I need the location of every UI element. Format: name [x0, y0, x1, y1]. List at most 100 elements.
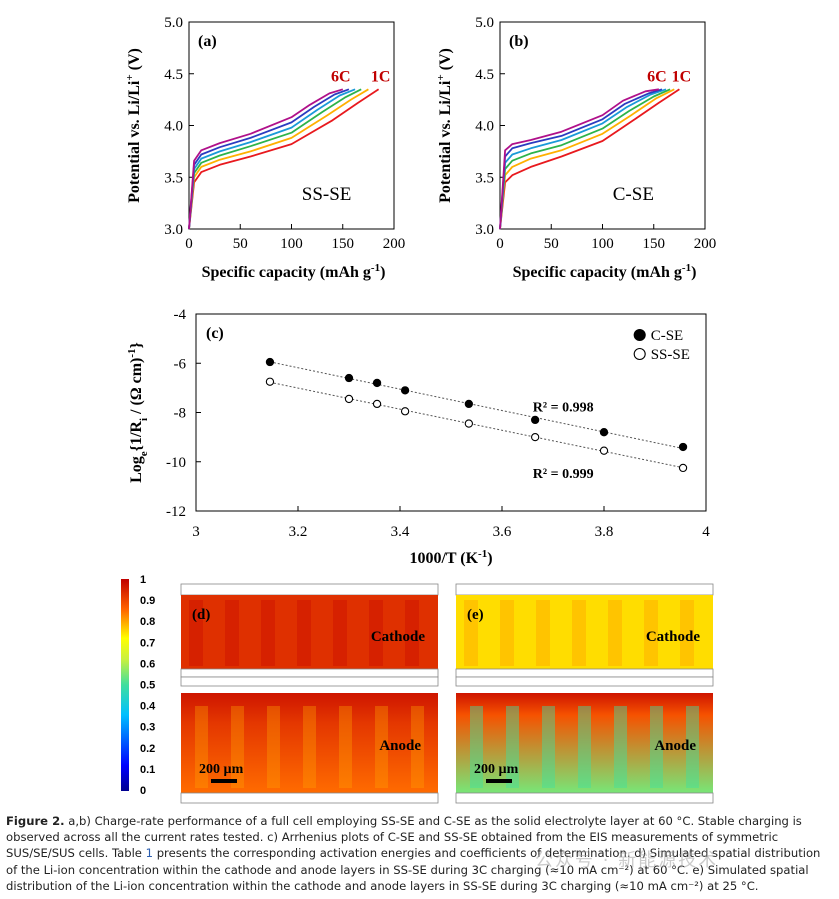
- x-tick-label: 0: [185, 236, 193, 252]
- y-axis-title: Loge{1/Ri / (Ω cm)-1}: [126, 342, 150, 483]
- current-collector-bottom: [455, 792, 714, 804]
- cathode-streak: [261, 600, 275, 666]
- panel-label: (c): [206, 325, 224, 342]
- colorbar-tick-label: 0.4: [140, 701, 156, 713]
- series-line-6C: [499, 88, 660, 230]
- series-line-1C: [499, 88, 680, 230]
- electrolyte-layer: [455, 676, 714, 687]
- r-squared-C-SE: R² = 0.998: [533, 400, 594, 415]
- cathode-streak: [680, 600, 694, 666]
- scalebar: [211, 779, 237, 783]
- panel-a-chart: 0 50 100 150 200 3.0 3.5 4.0 4.5 5.0 (a) SS-SE 6C 1C S…: [124, 15, 405, 281]
- data-point-SS-SE: [678, 463, 688, 473]
- rate-label-1C: 1C: [672, 68, 692, 85]
- scalebar-label: 200 µm: [474, 762, 519, 777]
- series-line-5C: [188, 88, 350, 230]
- colorbar-tick-label: 0.6: [140, 658, 155, 670]
- plot-frame: [188, 21, 395, 230]
- rate-label-6C: 6C: [331, 68, 351, 85]
- electrolyte-layer: [180, 676, 439, 687]
- anode-streak: [375, 706, 388, 788]
- x-tick-label: 4: [702, 524, 710, 540]
- anode-streak: [195, 706, 208, 788]
- data-point-SS-SE: [372, 399, 382, 409]
- separator-layer: [455, 668, 714, 678]
- figure-caption: Figure 2. a,b) Charge-rate performance o…: [6, 813, 832, 894]
- anode-streak: [231, 706, 244, 788]
- data-point-SS-SE: [265, 377, 275, 386]
- anode-streak: [470, 706, 483, 788]
- watermark: 公众号 · 新能源技术: [535, 850, 719, 871]
- legend-marker-SS-SE: [633, 347, 646, 361]
- anode-streak: [650, 706, 663, 788]
- plot-frame: [195, 313, 707, 512]
- x-tick-label: 3.2: [289, 524, 308, 540]
- series-line-4C: [188, 88, 356, 230]
- cathode-label: Cathode: [646, 629, 701, 645]
- x-tick-label: 3.4: [391, 524, 410, 540]
- colorbar-tick-label: 0.7: [140, 637, 155, 649]
- legend-label-SS-SE: SS-SE: [651, 347, 690, 363]
- y-tick-label: 5.0: [164, 15, 183, 31]
- data-point-C-SE: [344, 373, 354, 383]
- caption-text-2: presents the corresponding activation en…: [6, 846, 821, 893]
- data-point-C-SE: [464, 399, 473, 409]
- data-point-C-SE: [678, 442, 688, 452]
- data-point-C-SE: [599, 428, 609, 437]
- x-axis-title: Specific capacity (mAh g-1): [513, 262, 697, 281]
- cathode-streak: [644, 600, 658, 666]
- panel-b-chart: 0 50 100 150 200 3.0 3.5 4.0 4.5 5.0 (b) C-SE 6C 1C Sp…: [435, 15, 716, 281]
- caption-text-1: a,b) Charge-rate performance of a full c…: [6, 814, 802, 861]
- cathode-streak: [608, 600, 622, 666]
- y-tick-label: 3.5: [164, 170, 183, 186]
- y-tick-label: 4.0: [475, 119, 494, 135]
- anode-layer: [456, 693, 713, 793]
- data-point-SS-SE: [400, 407, 410, 416]
- y-tick-label: -6: [174, 356, 187, 372]
- data-point-SS-SE: [531, 432, 540, 442]
- cathode-streak: [464, 600, 478, 666]
- y-tick-label: 4.0: [164, 119, 183, 135]
- anode-streak: [578, 706, 591, 788]
- panel-c-chart: 3 3.2 3.4 3.6 3.8 4 -4 -6 -8 -10 -12 R² = 0.998 C-SE…: [126, 307, 710, 567]
- series-line-2C: [188, 88, 369, 230]
- heatmap-panel-d: (d) Cathode Anode 200 µm: [180, 583, 439, 804]
- anode-streak: [506, 706, 519, 788]
- cathode-streak: [500, 600, 514, 666]
- anode-streak: [267, 706, 280, 788]
- r-squared-SS-SE: R² = 0.999: [533, 467, 594, 482]
- electrolyte-annotation: C-SE: [613, 184, 654, 205]
- y-tick-label: -4: [174, 307, 187, 323]
- electrolyte-annotation: SS-SE: [302, 184, 352, 205]
- panel-label: (e): [467, 607, 484, 623]
- cathode-streak: [225, 600, 239, 666]
- legend-label-C-SE: C-SE: [651, 328, 684, 344]
- data-point-C-SE: [372, 378, 382, 388]
- data-point-C-SE: [265, 357, 275, 367]
- caption-table-link[interactable]: 1: [145, 846, 154, 861]
- anode-streak: [542, 706, 555, 788]
- y-tick-label: 5.0: [475, 15, 494, 31]
- panel-de-heatmaps: 1 0.9 0.8 0.7 0.6 0.5 0.4 0.3 0.2 0.1 0 (d) Cathode A…: [121, 574, 714, 804]
- y-tick-label: -8: [174, 406, 187, 422]
- x-tick-label: 3: [192, 524, 200, 540]
- fit-line-C-SE: [269, 361, 684, 449]
- data-point-C-SE: [400, 386, 410, 395]
- x-tick-label: 50: [544, 236, 559, 252]
- series-line-3C: [188, 88, 362, 230]
- x-tick-label: 0: [496, 236, 504, 252]
- cathode-streak: [536, 600, 550, 666]
- legend-marker-C-SE: [633, 328, 646, 342]
- colorbar-tick-label: 1: [140, 574, 146, 586]
- data-point-SS-SE: [599, 446, 609, 455]
- cathode-streak: [405, 600, 419, 666]
- y-axis-title: Potential vs. Li/Li+ (V): [435, 48, 454, 203]
- fit-line-SS-SE: [269, 381, 684, 469]
- current-collector-top: [455, 583, 714, 596]
- separator-layer: [180, 668, 439, 678]
- y-tick-label: 3.0: [475, 222, 494, 238]
- colorbar-tick-label: 0.5: [140, 680, 155, 692]
- heatmap-panel-e: (e) Cathode Anode 200 µm: [455, 583, 714, 804]
- x-tick-label: 100: [591, 236, 614, 252]
